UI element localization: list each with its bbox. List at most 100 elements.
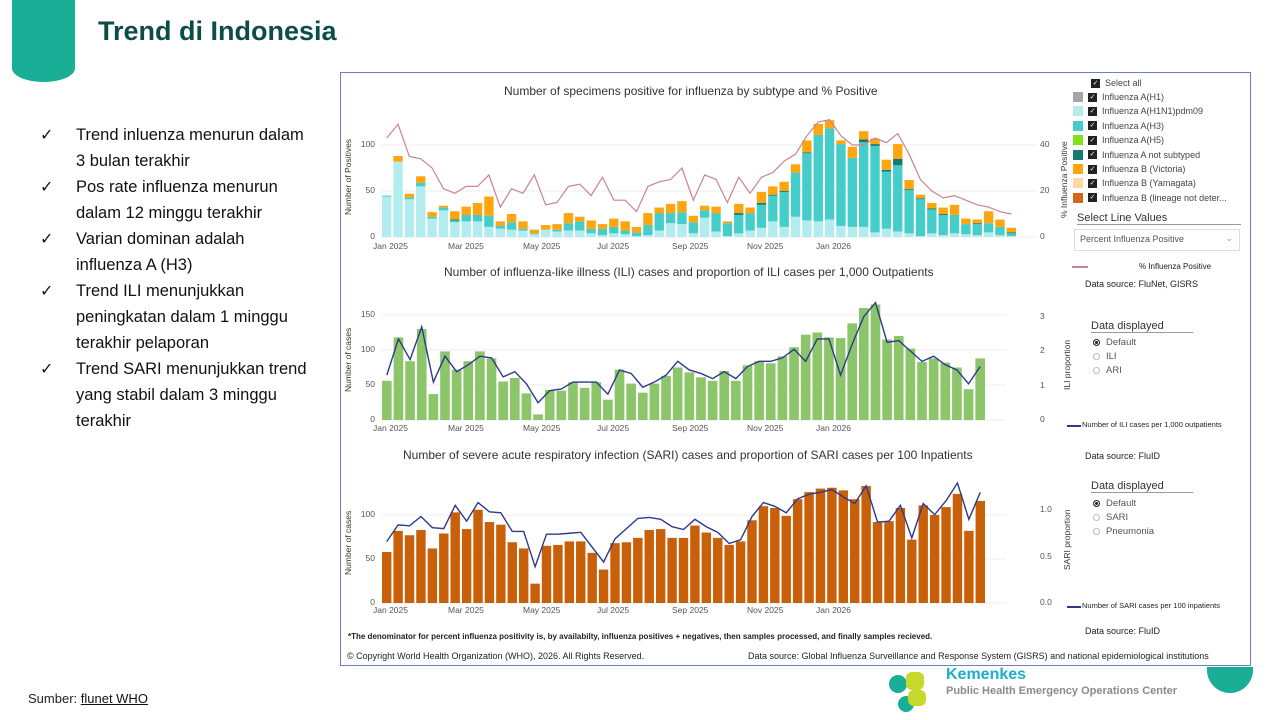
y-tick-label: 50 — [365, 379, 375, 389]
bar-segment — [609, 218, 619, 227]
bullet-text: Trend inluenza menurun dalam 3 bulan ter… — [76, 126, 304, 170]
bar-segment — [416, 186, 426, 237]
y2-tick-label: 0 — [1040, 231, 1045, 241]
x-tick-label: Jan 2025 — [373, 423, 408, 433]
slide-title: Trend di Indonesia — [98, 16, 337, 46]
checkbox-icon[interactable]: ✓ — [1088, 106, 1097, 116]
bar-segment — [972, 223, 982, 225]
bar-segment — [541, 225, 551, 230]
checkbox-icon[interactable]: ✓ — [1088, 150, 1097, 160]
legend-item[interactable]: ✓ Influenza A(H1N1)pdm09 — [1073, 104, 1203, 118]
source-link[interactable]: flunet WHO — [80, 691, 148, 706]
checkbox-icon[interactable]: ✓ — [1091, 78, 1100, 88]
legend-item[interactable]: ✓ Influenza B (Yamagata) — [1073, 176, 1196, 190]
bar-segment — [779, 226, 789, 237]
bar-segment — [427, 548, 438, 603]
bar-segment — [552, 231, 562, 237]
bar-segment — [768, 195, 778, 222]
radio-label: Default — [1106, 498, 1137, 509]
bar-segment — [995, 219, 1005, 227]
bar-segment — [541, 545, 552, 603]
legend-select-all[interactable]: ✓ Select all — [1091, 76, 1142, 90]
bar-segment — [813, 134, 823, 222]
line-values-dropdown[interactable]: Percent Influenza Positive ⌄ — [1074, 229, 1240, 251]
bar-segment — [827, 487, 837, 603]
bullet-item: ✓ Trend inluenza menurun dalam 3 bulan te… — [40, 122, 310, 174]
bar-segment — [893, 144, 903, 159]
bar-segment — [722, 223, 733, 237]
bar-segment — [847, 157, 857, 227]
ili-display-label: Data displayed — [1091, 320, 1193, 333]
bar-segment — [938, 207, 948, 214]
bar-segment — [620, 221, 630, 231]
bar-segment — [735, 541, 746, 603]
legend-item[interactable]: ✓ Influenza B (lineage not deter... — [1073, 191, 1227, 205]
sari-line-legend-swatch — [1067, 606, 1081, 608]
ili-radio-ari[interactable]: ARI — [1093, 365, 1122, 376]
source-label: Sumber: — [28, 691, 81, 706]
bar-segment — [688, 222, 698, 234]
bar-segment — [983, 211, 994, 224]
bar-segment — [756, 227, 767, 237]
radio-label: ARI — [1106, 365, 1122, 376]
bar-segment — [643, 225, 653, 236]
legend-swatch — [1073, 92, 1083, 102]
checkbox-icon[interactable]: ✓ — [1088, 164, 1097, 174]
ili-data-source: Data source: FluID — [1085, 451, 1161, 461]
y2-tick-label: 0.0 — [1040, 597, 1052, 607]
legend-item[interactable]: ✓ Influenza A not subtyped — [1073, 148, 1200, 162]
legend-item[interactable]: ✓ Influenza A(H5) — [1073, 133, 1164, 147]
bar-segment — [688, 215, 698, 223]
bar-segment — [929, 515, 940, 603]
bar-segment — [484, 226, 494, 237]
bar-segment — [529, 234, 539, 237]
bar-segment — [1006, 232, 1016, 234]
bar-segment — [836, 140, 846, 145]
bar-segment — [382, 195, 392, 197]
legend-swatch — [1073, 164, 1083, 174]
legend-label: Influenza B (Victoria) — [1102, 164, 1186, 174]
bar-segment — [907, 539, 917, 603]
checkbox-icon[interactable]: ✓ — [1088, 178, 1097, 188]
x-tick-label: May 2025 — [523, 605, 561, 615]
checkbox-icon[interactable]: ✓ — [1088, 193, 1097, 203]
radio-label: SARI — [1106, 512, 1129, 523]
checkbox-icon[interactable]: ✓ — [1088, 135, 1097, 145]
bar-segment — [614, 369, 625, 420]
bar-segment — [530, 583, 540, 603]
y-tick-label: 100 — [360, 509, 375, 519]
x-tick-label: May 2025 — [523, 423, 561, 433]
bar-segment — [598, 569, 609, 603]
y-tick-label: 150 — [360, 309, 375, 319]
bar-segment — [393, 156, 403, 162]
source-note: Sumber: flunet WHO — [28, 691, 148, 706]
logo-subtitle: Public Health Emergency Operations Cente… — [946, 685, 1178, 697]
check-icon: ✓ — [40, 125, 54, 144]
bar-segment — [521, 393, 532, 420]
sari-radio-default[interactable]: Default — [1093, 498, 1136, 509]
legend-item[interactable]: ✓ Influenza B (Victoria) — [1073, 162, 1185, 176]
legend-item[interactable]: ✓ Influenza A(H3) — [1073, 119, 1164, 133]
x-tick-label: Jul 2025 — [597, 605, 630, 615]
sari-radio-pneumonia[interactable]: Pneumonia — [1093, 526, 1154, 537]
ili-radio-default[interactable]: Default — [1093, 337, 1136, 348]
bar-segment — [672, 367, 683, 420]
sari-radio-sari[interactable]: SARI — [1093, 512, 1128, 523]
bar-segment — [677, 201, 687, 213]
ili-radio-ili[interactable]: ILI — [1093, 351, 1117, 362]
checkbox-icon[interactable]: ✓ — [1088, 121, 1097, 131]
legend-item[interactable]: ✓ Influenza A(H1) — [1073, 90, 1164, 104]
bar-segment — [859, 139, 869, 143]
bar-segment — [711, 231, 721, 237]
x-tick-label: May 2025 — [523, 241, 561, 251]
bar-segment — [1006, 233, 1016, 237]
bar-segment — [1006, 227, 1016, 233]
checkbox-icon[interactable]: ✓ — [1088, 92, 1097, 102]
bullet-item: ✓ Trend ILI menunjukkan peningkatan dalam… — [40, 278, 310, 356]
bar-segment — [416, 529, 426, 603]
bar-segment — [552, 229, 562, 232]
legend-label: Influenza B (lineage not deter... — [1102, 192, 1227, 203]
bar-segment — [859, 131, 869, 140]
bar-segment — [509, 378, 520, 420]
bar-segment — [802, 220, 812, 237]
